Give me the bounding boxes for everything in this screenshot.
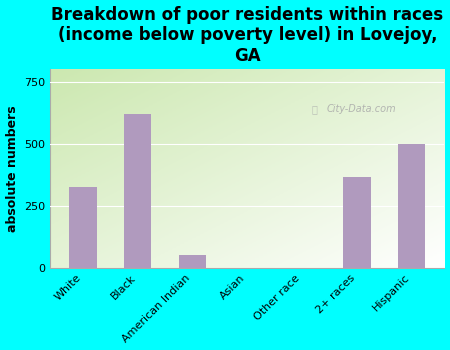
Bar <box>343 177 370 268</box>
Bar <box>124 114 151 268</box>
Title: Breakdown of poor residents within races
(income below poverty level) in Lovejoy: Breakdown of poor residents within races… <box>51 6 443 65</box>
Text: City-Data.com: City-Data.com <box>326 104 396 114</box>
Text: 🔍: 🔍 <box>311 104 317 114</box>
Bar <box>398 144 425 268</box>
Bar <box>69 187 97 268</box>
Y-axis label: absolute numbers: absolute numbers <box>5 105 18 232</box>
Bar <box>179 256 206 268</box>
